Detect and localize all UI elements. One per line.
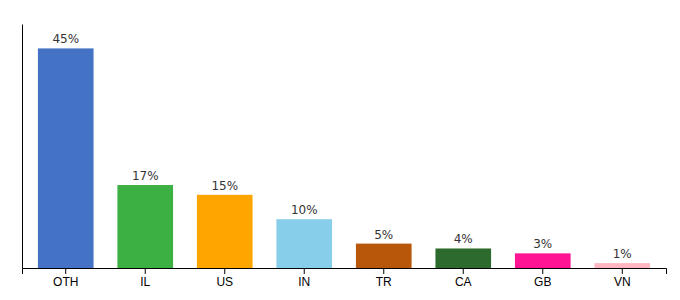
- x-tick-mark: [622, 268, 623, 274]
- bar: [197, 195, 253, 268]
- data-label: 1%: [613, 247, 632, 261]
- x-tick-mark: [542, 268, 543, 274]
- data-label: 17%: [132, 169, 159, 183]
- bar: [435, 248, 491, 268]
- data-label: 4%: [454, 232, 473, 246]
- x-tick-mark: [304, 268, 305, 274]
- x-tick-label: IL: [140, 275, 150, 289]
- bar: [356, 244, 412, 268]
- x-tick: OTH: [53, 268, 78, 289]
- y-axis: [22, 25, 23, 269]
- bar: [276, 219, 332, 268]
- x-tick-label: IN: [298, 275, 310, 289]
- x-tick-label: GB: [534, 275, 551, 289]
- data-label: 3%: [533, 237, 552, 251]
- bar: [594, 263, 650, 268]
- chart: OTH IL US IN TR CA GB VN 45% 17% 15% 10% 5% 4% 3% 1%: [0, 0, 680, 300]
- x-tick-label: VN: [614, 275, 631, 289]
- plot: OTH IL US IN TR CA GB VN 45% 17% 15% 10% 5% 4% 3% 1%: [23, 25, 667, 289]
- bar: [38, 48, 94, 268]
- bars: [38, 48, 650, 268]
- data-label: 45%: [52, 32, 79, 46]
- x-axis-line: [23, 269, 667, 275]
- x-tick-mark: [65, 268, 66, 274]
- x-tick: GB: [534, 268, 551, 289]
- data-label: 5%: [374, 228, 393, 242]
- x-tick-label: CA: [455, 275, 472, 289]
- x-axis: OTH IL US IN TR CA GB VN: [23, 268, 667, 289]
- x-tick-label: US: [216, 275, 233, 289]
- x-tick-mark: [463, 268, 464, 274]
- x-tick: IL: [140, 268, 150, 289]
- data-label: 10%: [291, 203, 318, 217]
- x-tick: IN: [298, 268, 310, 289]
- data-label: 15%: [211, 179, 238, 193]
- y-axis-line: [22, 25, 23, 269]
- bar: [515, 253, 571, 268]
- x-tick-mark: [383, 268, 384, 274]
- x-tick-mark: [145, 268, 146, 274]
- x-tick-label: TR: [376, 275, 392, 289]
- x-tick: TR: [376, 268, 392, 289]
- x-tick-mark: [224, 268, 225, 274]
- data-labels: 45% 17% 15% 10% 5% 4% 3% 1%: [52, 32, 631, 261]
- x-tick: CA: [455, 268, 472, 289]
- bar: [117, 185, 173, 268]
- x-tick: VN: [614, 268, 631, 289]
- x-tick-label: OTH: [53, 275, 78, 289]
- x-tick: US: [216, 268, 233, 289]
